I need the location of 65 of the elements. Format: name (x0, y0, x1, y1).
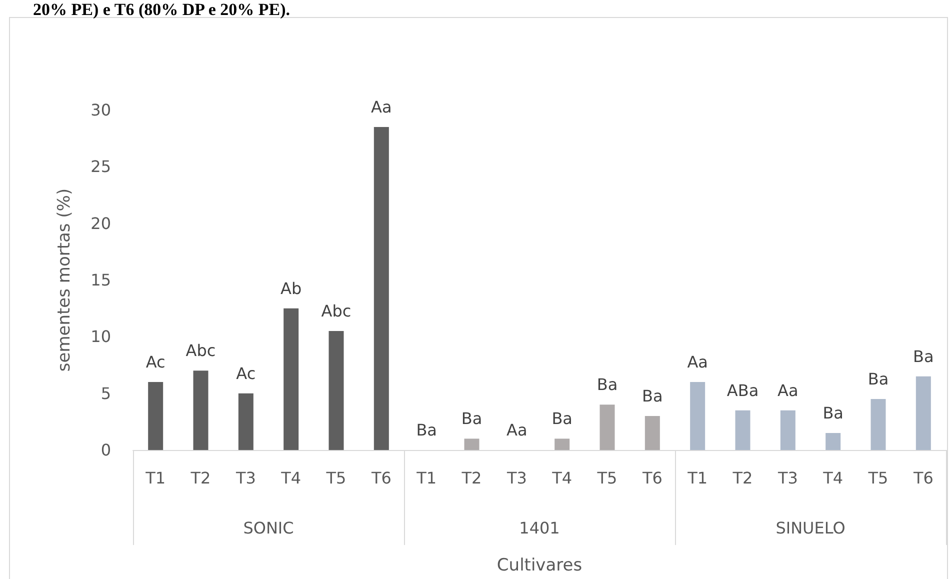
data-label: Ba (416, 420, 437, 440)
data-label: ABa (726, 380, 759, 400)
x-tick-label: T4 (822, 468, 844, 488)
y-tick-label: 5 (100, 384, 111, 403)
y-axis-title: sementes mortas (%) (54, 188, 74, 372)
data-label: Aa (506, 420, 528, 440)
chart-title: 20% PE) e T6 (80% DP e 20% PE). (33, 0, 290, 19)
bar (374, 127, 389, 450)
x-tick-label: T6 (370, 468, 392, 488)
data-label: Ba (868, 370, 889, 388)
x-tick-label: T3 (506, 468, 527, 488)
y-tick-label: 10 (90, 327, 111, 346)
data-label: Ba (822, 404, 844, 422)
bar (284, 308, 299, 450)
y-tick-label: 25 (90, 157, 111, 176)
y-tick-label: 15 (90, 270, 111, 290)
x-tick-label: T5 (596, 468, 618, 488)
x-axis-title: Cultivares (496, 556, 582, 576)
data-label: Ac (236, 364, 256, 383)
bar (916, 376, 931, 450)
text: 1401 (519, 518, 560, 538)
x-tick-label: T6 (912, 468, 934, 488)
x-tick-label: T4 (280, 468, 302, 488)
bar (644, 416, 660, 450)
bar (735, 410, 750, 450)
bar (193, 370, 208, 450)
y-tick-label: 20 (90, 214, 111, 233)
x-tick-label: T6 (641, 468, 662, 488)
bar (780, 410, 796, 450)
text: SINUELO (776, 518, 846, 538)
data-label: Ba (596, 375, 618, 394)
data-label: Aa (687, 352, 708, 372)
data-label: Ab (280, 278, 302, 298)
bar (690, 382, 706, 450)
data-label: Ac (146, 352, 166, 372)
bar (554, 438, 570, 450)
x-tick-label: T5 (867, 468, 888, 488)
data-label: Ba (642, 386, 663, 406)
data-label: Abc (186, 341, 216, 360)
data-label: Aa (778, 380, 798, 400)
x-tick-label: T4 (551, 468, 572, 488)
bar (328, 331, 344, 450)
bar (238, 393, 254, 450)
x-tick-label: T1 (144, 468, 166, 488)
bar (826, 433, 841, 450)
x-tick-label: T3 (776, 468, 798, 488)
bar (148, 382, 164, 450)
x-tick-label: T2 (460, 468, 482, 488)
x-tick-label: T1 (416, 468, 437, 488)
data-label: Ba (552, 409, 572, 428)
data-label: Ba (913, 346, 934, 366)
bar (464, 438, 480, 450)
bar (600, 404, 615, 450)
x-tick-label: T2 (732, 468, 753, 488)
x-tick-label: T1 (686, 468, 708, 488)
x-tick-label: T5 (325, 468, 346, 488)
y-tick-label: 30 (90, 100, 111, 120)
x-tick-label: T2 (190, 468, 211, 488)
data-label: Abc (321, 302, 352, 320)
data-label: Ba (461, 409, 482, 428)
text: SONIC (243, 518, 294, 538)
bar (870, 399, 886, 450)
x-tick-label: T3 (234, 468, 256, 488)
data-label: Aa (371, 98, 392, 116)
y-tick-label: 0 (100, 440, 111, 460)
